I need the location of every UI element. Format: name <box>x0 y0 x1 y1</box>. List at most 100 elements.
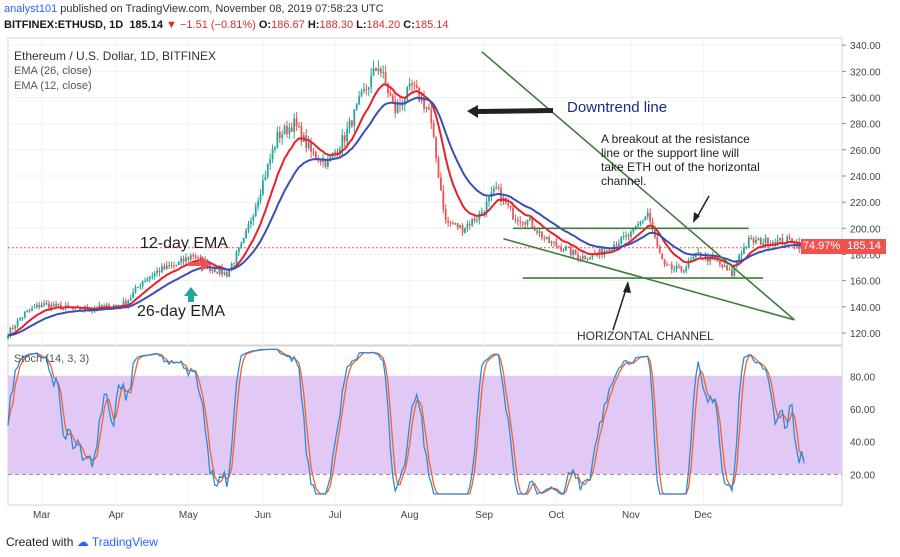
candle-body <box>343 135 346 142</box>
candle-body <box>507 203 510 206</box>
candle-body <box>360 91 363 97</box>
last-price: 185.14 <box>129 19 163 31</box>
candle-body <box>33 307 36 309</box>
candle-body <box>762 243 765 245</box>
downtrend-line <box>481 51 795 321</box>
candle-body <box>389 93 392 96</box>
candle-body <box>194 255 197 258</box>
candle-body <box>31 308 33 311</box>
candle-body <box>290 127 293 132</box>
candle-body <box>163 266 166 270</box>
pct-tag: 74.97% <box>801 239 842 254</box>
chart-title: Ethereum / U.S. Dollar, 1D, BITFINEX <box>14 49 217 63</box>
candle-body <box>55 303 57 307</box>
breakout-arrow-head <box>693 212 700 223</box>
candle-body <box>146 278 149 281</box>
candle-body <box>271 149 274 160</box>
candle-body <box>358 96 361 104</box>
candle-body <box>495 187 498 189</box>
candle-body <box>678 265 680 267</box>
tradingview-logo[interactable]: ☁ <box>76 535 89 549</box>
candle-body <box>136 286 139 288</box>
footer: Created with ☁ TradingView <box>6 535 158 549</box>
candle-body <box>459 225 462 228</box>
candle-body <box>348 120 351 129</box>
candle-body <box>541 231 543 239</box>
candle-body <box>735 261 738 267</box>
candle-body <box>129 297 132 301</box>
candle-body <box>598 248 601 255</box>
candle-body <box>103 305 106 308</box>
candle-body <box>100 304 103 308</box>
candle-body <box>365 89 368 91</box>
month-tick-label: Jul <box>329 510 342 521</box>
candle-body <box>391 95 394 101</box>
candle-body <box>579 258 582 260</box>
candle-body <box>781 237 784 245</box>
candle-body <box>351 120 353 126</box>
candle-body <box>456 223 459 228</box>
candle-body <box>269 159 272 164</box>
candle-body <box>418 87 421 102</box>
candle-body <box>509 205 512 208</box>
stoch-lines <box>7 348 805 495</box>
candle-body <box>180 258 183 262</box>
candle-body <box>199 257 202 260</box>
axes: 120.00 140.00 160.00 180.00 200.00 220.00 240.… <box>33 41 881 521</box>
candle-body <box>189 255 192 260</box>
candle-body <box>617 243 620 247</box>
candle-body <box>795 242 798 245</box>
candle-body <box>745 246 748 248</box>
candle-body <box>574 249 577 255</box>
candle-body <box>793 242 796 245</box>
candle-body <box>139 286 142 288</box>
candle-body <box>514 219 517 221</box>
tradingview-brand[interactable]: TradingView <box>91 535 158 549</box>
candle-body <box>622 236 625 238</box>
candle-body <box>52 304 55 307</box>
candle-body <box>531 217 534 228</box>
price-tick-label: 180.00 <box>850 250 881 261</box>
stoch-k-line <box>7 348 805 495</box>
channel-arrow-shaft <box>612 285 628 331</box>
candle-body <box>567 246 570 248</box>
candle-body <box>314 151 317 159</box>
candle-body <box>300 126 303 142</box>
author-link[interactable]: analyst101 <box>4 3 58 15</box>
candle-body <box>134 287 137 293</box>
open-value: 186.67 <box>271 19 305 31</box>
candle-body <box>182 258 185 262</box>
stoch-tick-label: 20.00 <box>850 470 875 481</box>
candle-body <box>721 264 724 268</box>
candle-body <box>425 107 428 109</box>
candle-body <box>406 86 409 100</box>
candle-body <box>497 187 500 189</box>
candle-body <box>105 304 108 306</box>
candle-body <box>21 317 24 319</box>
candle-body <box>728 269 731 271</box>
candle-body <box>620 236 623 244</box>
candle-body <box>649 212 652 222</box>
month-tick-label: Nov <box>622 510 640 521</box>
price-tick-label: 240.00 <box>850 172 881 183</box>
candle-body <box>697 252 700 254</box>
candle-body <box>307 142 310 148</box>
candle-body <box>716 259 719 262</box>
candle-body <box>9 327 12 336</box>
candle-body <box>449 222 452 224</box>
candle-body <box>379 68 382 73</box>
price-tick-label: 200.00 <box>850 224 881 235</box>
candle-body <box>38 304 41 308</box>
candle-body <box>355 103 358 110</box>
candle-body <box>658 246 661 254</box>
candle-body <box>560 246 563 251</box>
candle-body <box>372 68 375 76</box>
stoch-band <box>8 376 842 474</box>
candle-body <box>682 271 685 273</box>
candle-body <box>47 303 50 309</box>
candle-body <box>608 250 611 252</box>
candle-body <box>488 197 490 202</box>
candle-body <box>550 241 553 244</box>
candle-body <box>67 305 70 308</box>
